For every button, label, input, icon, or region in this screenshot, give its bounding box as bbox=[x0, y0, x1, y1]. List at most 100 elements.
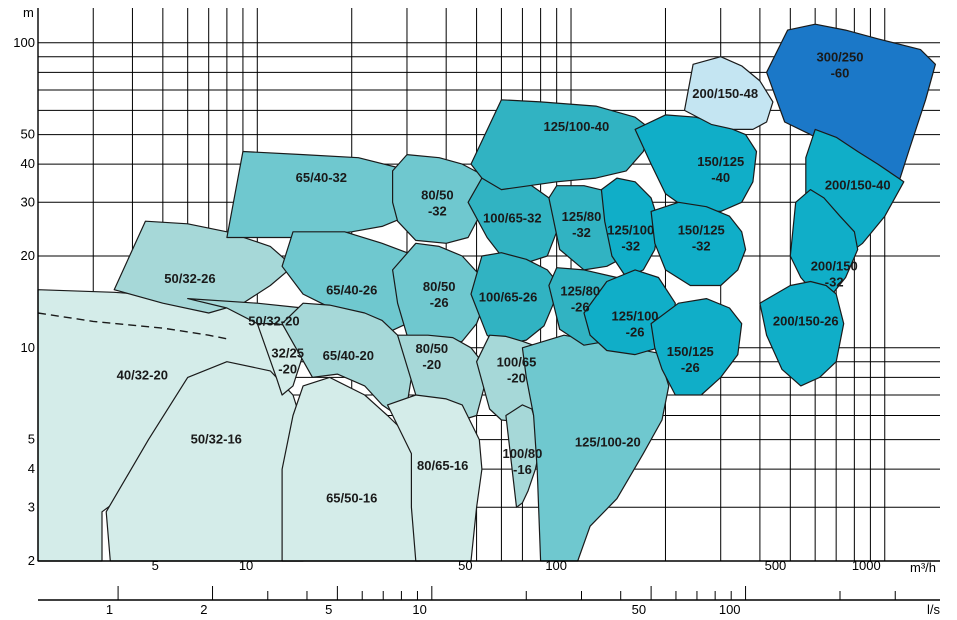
region-150-125-26 bbox=[650, 298, 743, 396]
region-label-line: 125/100 bbox=[607, 222, 654, 237]
region-label-line: 80/50 bbox=[421, 187, 454, 202]
region-label-line: 80/50 bbox=[423, 279, 456, 294]
region-65-40-32 bbox=[226, 150, 417, 239]
region-label: 80/50 -26 bbox=[423, 279, 456, 310]
region-label: 100/65-26 bbox=[479, 290, 538, 305]
axes: 3 4 5 10 20 30 40 50 100 2 5 10 50 100 500 1000 1 2 5 10 50 1… bbox=[13, 8, 940, 617]
region-label-line: 100/80 bbox=[503, 446, 543, 461]
region-label-line: -20 bbox=[507, 370, 526, 385]
region-label: 65/40-20 bbox=[323, 348, 374, 363]
region-label-line: -20 bbox=[422, 357, 441, 372]
region-125-100-40 bbox=[470, 99, 652, 191]
x-tick-label: 50 bbox=[458, 558, 472, 573]
region-label: 125/100-40 bbox=[543, 119, 609, 134]
region-label-line: 300/250 bbox=[816, 49, 863, 64]
region-label: 125/80 -26 bbox=[560, 284, 600, 315]
y-axis-unit: m bbox=[23, 5, 34, 20]
region-label-line: 200/150 bbox=[811, 259, 858, 274]
y-tick-label: 50 bbox=[21, 127, 35, 142]
region-125-100-32 bbox=[600, 177, 660, 279]
region-label-line: -26 bbox=[430, 295, 449, 310]
region-label: 100/65-32 bbox=[483, 211, 542, 226]
region-label: 80/65-16 bbox=[417, 458, 468, 473]
region-label-line: -16 bbox=[513, 462, 532, 477]
region-label: 150/125 -26 bbox=[667, 344, 714, 375]
x-axis-unit: m³/h bbox=[910, 560, 936, 575]
region-label-line: 150/125 bbox=[697, 154, 744, 169]
region-label: 125/100-20 bbox=[575, 434, 641, 449]
x2-tick-label: 100 bbox=[719, 602, 741, 617]
region-label-line: 150/125 bbox=[667, 344, 714, 359]
region-label-line: 100/65 bbox=[497, 354, 537, 369]
region-label: 125/100 -32 bbox=[607, 222, 654, 253]
pump-regions bbox=[37, 23, 937, 562]
y-tick-label: 30 bbox=[21, 194, 35, 209]
region-150-125-32 bbox=[650, 201, 747, 287]
y-tick-label: 3 bbox=[28, 499, 35, 514]
region-labels: 40/32-20 50/32-16 65/50-16 50/32-26 50/32-20… bbox=[117, 49, 891, 505]
region-200-150-32 bbox=[789, 189, 859, 295]
x-tick-label: 1000 bbox=[852, 558, 881, 573]
region-label: 32/25 -20 bbox=[271, 345, 304, 376]
region-label: 50/32-26 bbox=[164, 271, 215, 286]
region-200-150-26 bbox=[759, 280, 845, 387]
region-label-line: 80/50 bbox=[416, 341, 449, 356]
region-label: 125/80 -32 bbox=[562, 209, 602, 240]
y-tick-label: 40 bbox=[21, 156, 35, 171]
region-label: 100/80 -16 bbox=[503, 446, 543, 477]
region-label-line: -32 bbox=[825, 275, 844, 290]
region-label-line: -26 bbox=[571, 300, 590, 315]
x2-tick-label: 1 bbox=[106, 602, 113, 617]
x-tick-label: 100 bbox=[545, 558, 567, 573]
region-label-line: -26 bbox=[681, 360, 700, 375]
region-label: 50/32-16 bbox=[191, 432, 242, 447]
x2-axis-unit: l/s bbox=[927, 602, 941, 617]
region-label-line: -60 bbox=[831, 65, 850, 80]
x2-tick-label: 5 bbox=[325, 602, 332, 617]
region-label: 80/50 -20 bbox=[416, 341, 449, 372]
y-tick-label: 4 bbox=[28, 461, 35, 476]
x2-tick-label: 50 bbox=[632, 602, 646, 617]
region-label-line: -40 bbox=[711, 170, 730, 185]
y-tick-label: 20 bbox=[21, 248, 35, 263]
x-tick-label: 5 bbox=[152, 558, 159, 573]
region-label: 65/40-32 bbox=[296, 170, 347, 185]
region-label-line: -26 bbox=[626, 325, 645, 340]
x2-tick-label: 10 bbox=[412, 602, 426, 617]
y-tick-label: 100 bbox=[13, 35, 35, 50]
region-label-line: -32 bbox=[692, 238, 711, 253]
region-label-line: 125/80 bbox=[560, 284, 600, 299]
region-label-line: 32/25 bbox=[271, 345, 304, 360]
region-label: 80/50 -32 bbox=[421, 187, 454, 218]
region-label: 125/100 -26 bbox=[612, 309, 659, 340]
region-label-line: 150/125 bbox=[678, 222, 725, 237]
region-label-line: -32 bbox=[621, 238, 640, 253]
x2-tick-label: 2 bbox=[200, 602, 207, 617]
y-tick-label: 5 bbox=[28, 432, 35, 447]
region-label: 100/65 -20 bbox=[497, 354, 537, 385]
y-tick-label: 10 bbox=[21, 340, 35, 355]
region-label: 150/125 -40 bbox=[697, 154, 744, 185]
region-label: 200/150-40 bbox=[825, 178, 891, 193]
region-label-line: 125/80 bbox=[562, 209, 602, 224]
y-tick-label: 2 bbox=[28, 553, 35, 568]
region-label: 65/40-26 bbox=[326, 283, 377, 298]
region-label-line: -32 bbox=[428, 203, 447, 218]
region-label: 65/50-16 bbox=[326, 491, 377, 506]
region-label-line: -32 bbox=[572, 225, 591, 240]
x-tick-label: 500 bbox=[765, 558, 787, 573]
region-label: 200/150-48 bbox=[692, 86, 758, 101]
region-label: 200/150-26 bbox=[773, 313, 839, 328]
region-label-line: -20 bbox=[278, 361, 297, 376]
region-label-line: 125/100 bbox=[612, 309, 659, 324]
region-150-125-40 bbox=[634, 114, 758, 212]
region-80-65-16 bbox=[386, 394, 483, 562]
region-label: 300/250 -60 bbox=[816, 49, 863, 80]
x-tick-label: 10 bbox=[239, 558, 253, 573]
region-label: 40/32-20 bbox=[117, 368, 168, 383]
region-label: 200/150 -32 bbox=[811, 259, 858, 290]
region-label: 50/32-20 bbox=[248, 313, 299, 328]
region-label: 150/125 -32 bbox=[678, 222, 725, 253]
region-200-150-48 bbox=[683, 56, 774, 130]
